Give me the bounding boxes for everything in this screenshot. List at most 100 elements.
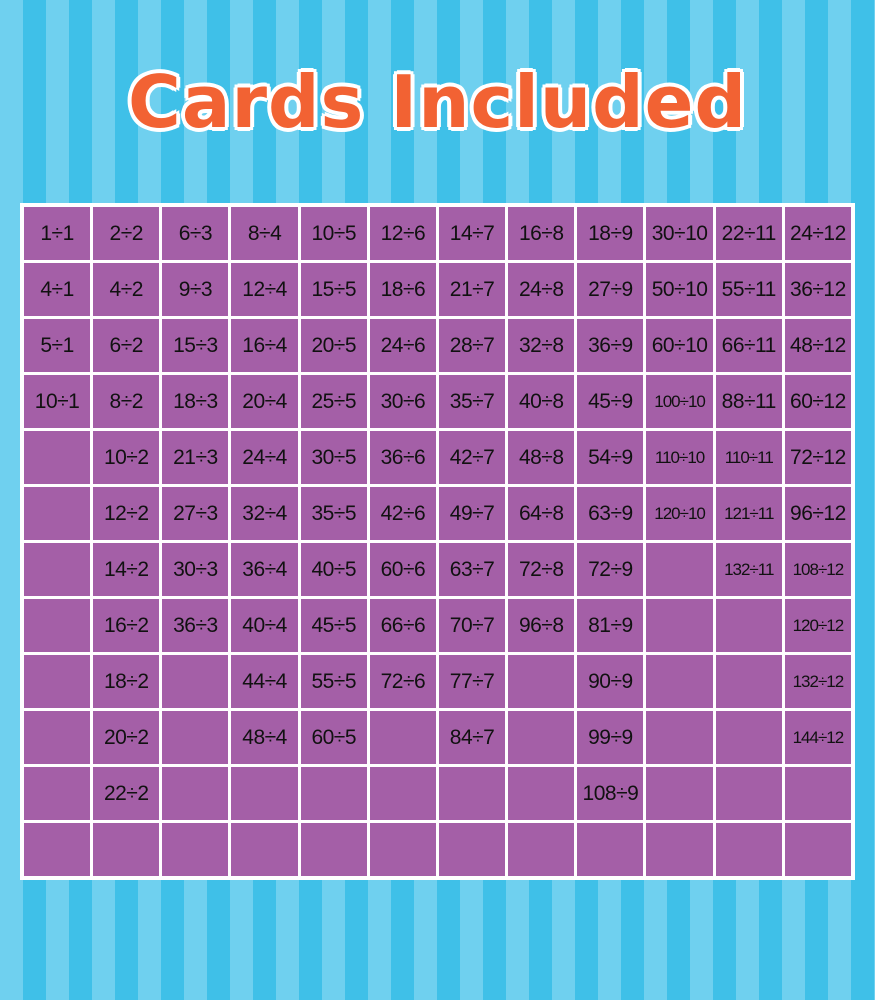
card-cell xyxy=(438,823,506,876)
card-cell xyxy=(508,823,575,876)
card-cell: 6÷3 xyxy=(162,207,229,260)
card-cell xyxy=(162,655,229,708)
card-cell: 14÷2 xyxy=(93,543,160,596)
card-cell xyxy=(646,599,713,652)
card-cell: 28÷7 xyxy=(438,319,506,372)
card-cell: 30÷10 xyxy=(646,207,713,260)
card-cell: 15÷3 xyxy=(162,319,229,372)
card-cell: 60÷12 xyxy=(784,375,851,428)
card-cell: 108÷9 xyxy=(577,767,644,820)
card-cell: 55÷5 xyxy=(300,655,367,708)
card-cell: 24÷4 xyxy=(231,431,298,484)
card-cell: 24÷8 xyxy=(508,263,575,316)
card-cell xyxy=(162,767,229,820)
card-cell: 88÷11 xyxy=(715,375,782,428)
card-cell: 5÷1 xyxy=(24,319,91,372)
card-cell: 110÷11 xyxy=(715,431,782,484)
card-cell: 36÷3 xyxy=(162,599,229,652)
card-cell: 4÷2 xyxy=(93,263,160,316)
card-cell: 40÷5 xyxy=(300,543,367,596)
card-cell xyxy=(162,711,229,764)
card-cell: 50÷10 xyxy=(646,263,713,316)
card-cell: 66÷6 xyxy=(369,599,436,652)
card-cell: 25÷5 xyxy=(300,375,367,428)
card-cell: 16÷8 xyxy=(508,207,575,260)
card-cell: 22÷2 xyxy=(93,767,160,820)
card-cell: 63÷9 xyxy=(577,487,644,540)
card-cell: 120÷12 xyxy=(784,599,851,652)
card-cell: 72÷9 xyxy=(577,543,644,596)
card-cell xyxy=(508,767,575,820)
card-cell xyxy=(715,767,782,820)
card-cell: 121÷11 xyxy=(715,487,782,540)
card-cell: 66÷11 xyxy=(715,319,782,372)
card-cell: 4÷1 xyxy=(24,263,91,316)
card-cell: 48÷12 xyxy=(784,319,851,372)
card-cell xyxy=(715,655,782,708)
card-cell: 35÷7 xyxy=(438,375,506,428)
card-cell: 144÷12 xyxy=(784,711,851,764)
card-cell: 8÷4 xyxy=(231,207,298,260)
card-cell: 49÷7 xyxy=(438,487,506,540)
card-cell: 15÷5 xyxy=(300,263,367,316)
card-cell: 84÷7 xyxy=(438,711,506,764)
card-cell: 40÷8 xyxy=(508,375,575,428)
card-cell xyxy=(784,767,851,820)
card-cell: 32÷4 xyxy=(231,487,298,540)
card-cell: 72÷6 xyxy=(369,655,436,708)
card-cell xyxy=(24,655,91,708)
card-cell: 60÷10 xyxy=(646,319,713,372)
card-cell: 32÷8 xyxy=(508,319,575,372)
card-cell: 35÷5 xyxy=(300,487,367,540)
card-cell xyxy=(93,823,160,876)
card-cell: 110÷10 xyxy=(646,431,713,484)
card-cell xyxy=(646,543,713,596)
card-cell: 18÷2 xyxy=(93,655,160,708)
card-cell: 99÷9 xyxy=(577,711,644,764)
card-cell: 20÷2 xyxy=(93,711,160,764)
card-cell: 60÷6 xyxy=(369,543,436,596)
card-cell: 12÷6 xyxy=(369,207,436,260)
card-cell xyxy=(369,711,436,764)
card-cell xyxy=(24,767,91,820)
card-cell xyxy=(24,431,91,484)
card-cell: 48÷4 xyxy=(231,711,298,764)
card-cell: 10÷2 xyxy=(93,431,160,484)
card-cell: 120÷10 xyxy=(646,487,713,540)
card-cell xyxy=(231,823,298,876)
card-cell: 9÷3 xyxy=(162,263,229,316)
card-cell xyxy=(24,487,91,540)
card-cell: 27÷9 xyxy=(577,263,644,316)
card-cell xyxy=(715,823,782,876)
card-cell: 20÷4 xyxy=(231,375,298,428)
card-cell: 21÷3 xyxy=(162,431,229,484)
card-cell: 40÷4 xyxy=(231,599,298,652)
card-cell xyxy=(646,655,713,708)
card-cell: 21÷7 xyxy=(438,263,506,316)
card-cell xyxy=(24,823,91,876)
card-cell: 132÷11 xyxy=(715,543,782,596)
cards-grid: 1÷1 2÷2 6÷3 8÷4 10÷5 12÷6 14÷7 16÷8 18÷9 30÷10 22÷… xyxy=(20,203,855,880)
card-cell xyxy=(646,823,713,876)
card-cell: 96÷12 xyxy=(784,487,851,540)
card-cell: 27÷3 xyxy=(162,487,229,540)
card-cell: 30÷5 xyxy=(300,431,367,484)
card-cell: 36÷6 xyxy=(369,431,436,484)
card-cell: 16÷4 xyxy=(231,319,298,372)
card-cell: 36÷12 xyxy=(784,263,851,316)
card-cell: 60÷5 xyxy=(300,711,367,764)
card-cell xyxy=(369,767,436,820)
card-cell: 30÷6 xyxy=(369,375,436,428)
card-cell: 72÷12 xyxy=(784,431,851,484)
card-cell: 22÷11 xyxy=(715,207,782,260)
card-cell: 44÷4 xyxy=(231,655,298,708)
card-cell: 96÷8 xyxy=(508,599,575,652)
card-cell: 1÷1 xyxy=(24,207,91,260)
card-cell: 14÷7 xyxy=(438,207,506,260)
card-cell xyxy=(24,711,91,764)
card-cell: 18÷3 xyxy=(162,375,229,428)
card-cell: 132÷12 xyxy=(784,655,851,708)
card-cell: 18÷9 xyxy=(577,207,644,260)
card-cell: 20÷5 xyxy=(300,319,367,372)
card-cell xyxy=(300,767,367,820)
